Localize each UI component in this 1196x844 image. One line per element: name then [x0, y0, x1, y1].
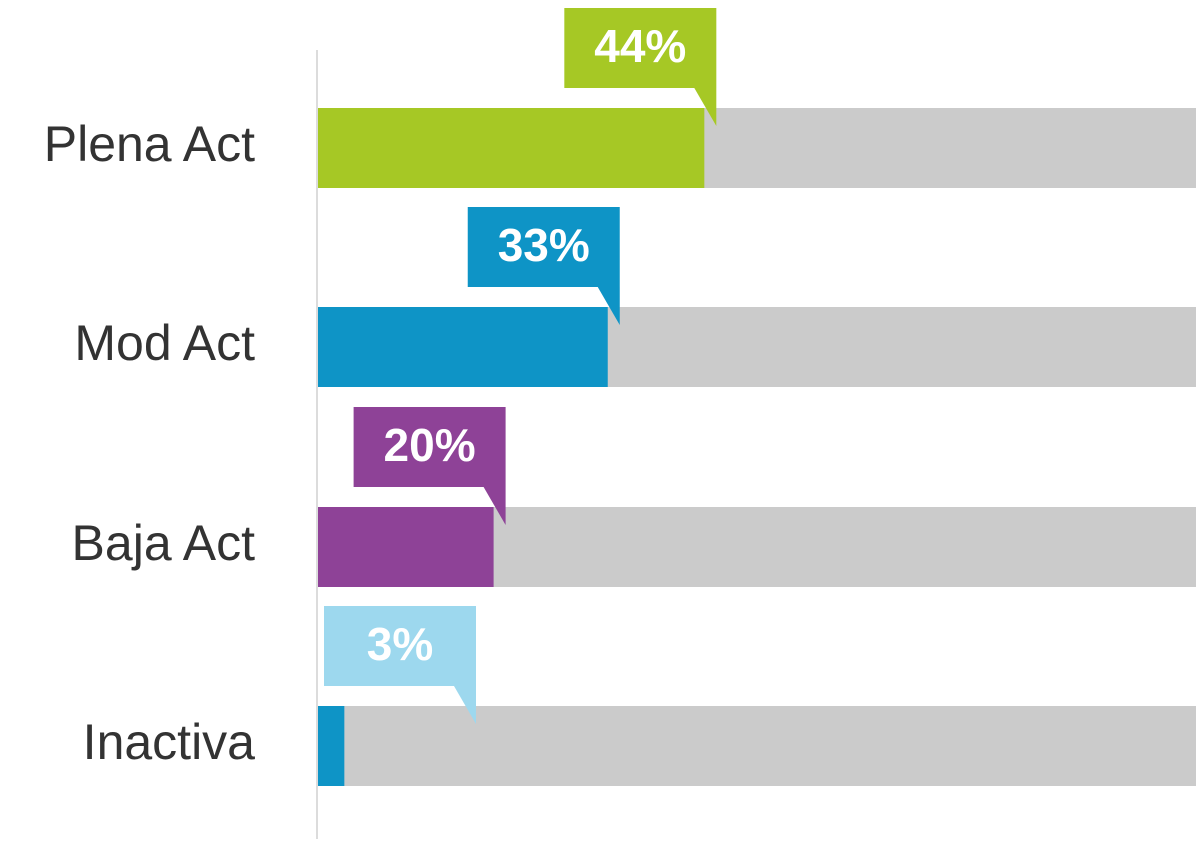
callout-box	[324, 606, 476, 686]
callout-box	[353, 407, 506, 487]
category-label: Mod Act	[74, 315, 255, 371]
bar	[318, 307, 608, 387]
callout-box	[564, 8, 717, 88]
callout-pointer	[454, 686, 476, 724]
value-label: 3%	[367, 618, 433, 670]
value-label: 20%	[384, 419, 476, 471]
value-label: 44%	[594, 20, 686, 72]
bar-track	[318, 706, 1196, 786]
callout-pointer	[694, 88, 717, 126]
bar	[318, 706, 345, 786]
bar	[318, 507, 494, 587]
category-label: Inactiva	[83, 714, 256, 770]
category-label: Plena Act	[44, 116, 255, 172]
callout-box	[467, 207, 620, 287]
bar	[318, 108, 705, 188]
callout-pointer	[597, 287, 620, 325]
value-label: 33%	[498, 219, 590, 271]
callout-pointer	[483, 487, 506, 525]
category-label: Baja Act	[72, 515, 256, 571]
